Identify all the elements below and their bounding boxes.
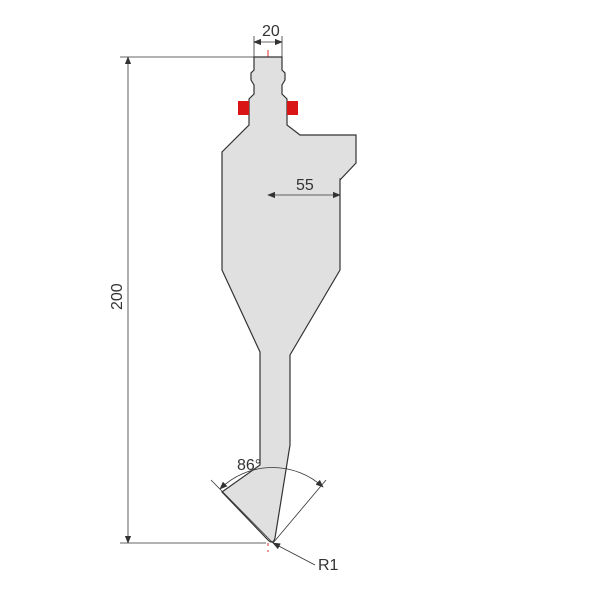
dim-height: 200 (109, 283, 126, 310)
dim-tip-radius: R1 (318, 557, 339, 574)
radius-leader (273, 543, 315, 565)
technical-drawing: 20 200 55 86° R1 (0, 0, 600, 600)
dim-tang-width: 20 (262, 23, 280, 40)
locating-tab-left (238, 101, 249, 115)
dim-tip-angle: 86° (237, 457, 261, 474)
dim-shoulder-width: 55 (296, 177, 314, 194)
locating-tab-right (287, 101, 298, 115)
